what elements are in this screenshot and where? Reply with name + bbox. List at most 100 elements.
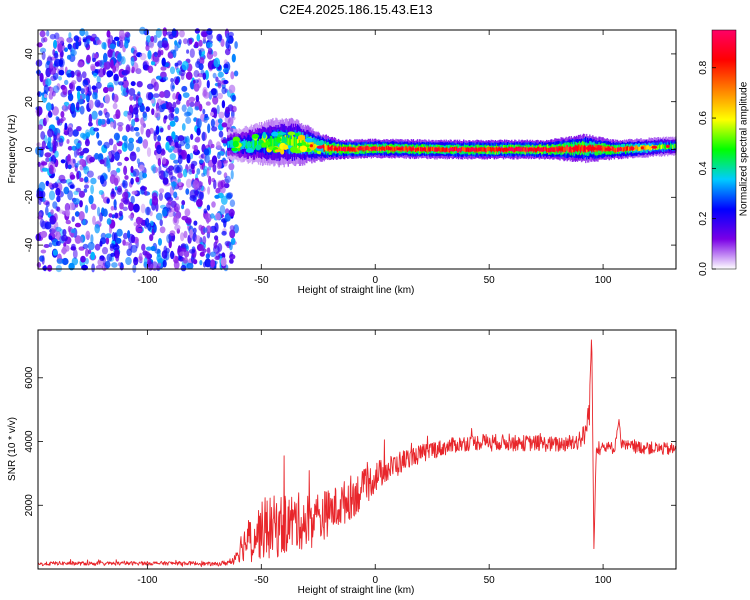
spectrogram-cell [361, 145, 363, 151]
spectrogram-cell [434, 147, 436, 152]
spectrogram-cell [123, 232, 128, 240]
spectrogram-cell [161, 250, 168, 259]
spectrogram-cell [123, 199, 130, 205]
spectrogram-cell [601, 147, 603, 153]
spectrogram-cell [345, 146, 347, 151]
spectrogram-cell [217, 79, 222, 89]
spectrogram-cell [468, 148, 470, 153]
spectrogram-cell [84, 138, 90, 147]
spectrogram-cell [447, 148, 449, 153]
spectrogram-cell [215, 76, 219, 83]
spectrogram-cell [288, 137, 290, 149]
spectrogram-cell [167, 124, 171, 131]
spectrogram-cell [649, 146, 651, 151]
spectrogram-cell [45, 102, 52, 112]
spectrogram-cell [200, 30, 208, 38]
spectrogram-cell [45, 201, 50, 208]
spectrogram-cell [140, 185, 146, 195]
spectrogram-cell [108, 138, 114, 146]
spectrogram-cell [91, 110, 98, 120]
spectrogram-cell [559, 147, 563, 151]
spectrogram-cell [625, 145, 627, 151]
spectrogram-cell [215, 187, 221, 194]
spectrogram-cell [595, 144, 597, 151]
spectrogram-cell [133, 256, 139, 266]
spectrogram-cell [216, 141, 221, 149]
spectrogram-cell [199, 57, 205, 65]
spectrogram-cell [67, 127, 74, 137]
spectrogram-cell [181, 104, 187, 112]
spectrogram-cell [251, 133, 259, 139]
spectrogram-cell [291, 134, 294, 146]
spectrogram-cell [118, 210, 123, 217]
spectrogram-cell [173, 164, 180, 174]
spectrogram-cell [44, 221, 52, 230]
spectrogram-cell [136, 146, 141, 153]
spectrogram-cell [106, 118, 110, 125]
snr-x-tick-label: 100 [595, 575, 612, 586]
spectrogram-cell [102, 208, 108, 217]
spectrogram-cell [122, 191, 129, 199]
spectrogram-cell [271, 136, 273, 147]
spectrogram-cell [81, 71, 87, 79]
spectrogram-cell [41, 167, 49, 172]
spectrogram-cell [76, 126, 82, 132]
spectrogram-cell [131, 119, 136, 127]
spectrogram-cell [106, 30, 111, 38]
spectrogram-cell [145, 106, 150, 112]
spectrogram-cell [109, 174, 116, 185]
spectrogram-cell [92, 57, 97, 63]
spectrogram-cell [165, 102, 173, 110]
spectrogram-cell [170, 82, 175, 92]
colorbar-frame [711, 29, 737, 270]
spectrogram-cell [158, 192, 163, 201]
spectrogram-cell [136, 81, 143, 88]
spectrogram-cell [344, 147, 346, 152]
spectrogram-cell [228, 37, 234, 45]
spectrogram-cell [114, 212, 119, 219]
spectrogram-cell [230, 169, 234, 180]
spectrogram-cell [213, 241, 218, 249]
spectrogram-cell [199, 190, 204, 201]
spectrogram-x-label: Height of straight line (km) [298, 285, 415, 296]
spectrogram-cell [281, 136, 288, 144]
spectrogram-cell [224, 175, 231, 184]
spectrogram-cell [44, 93, 48, 99]
spectrogram-cell [214, 194, 220, 199]
spectrogram-cell [244, 140, 246, 149]
spectrogram-cell [290, 146, 298, 153]
spectrogram-cell [124, 175, 129, 180]
spectrogram-cell [166, 31, 173, 36]
spectrogram-cell [222, 67, 229, 74]
spectrogram-cell [204, 113, 209, 119]
spectrogram-cell [203, 91, 210, 99]
spectrogram-cell [139, 52, 147, 61]
spectrogram-cell [86, 170, 94, 178]
spectrogram-cell [229, 242, 233, 251]
spectrogram-cell [293, 137, 296, 148]
spectrogram-cell [174, 141, 179, 148]
spectrogram-cell [129, 95, 134, 101]
spectrogram-cell [185, 116, 192, 124]
spectrogram-cell [209, 111, 214, 117]
spectrogram-cell [62, 229, 67, 236]
spectrogram-cell [89, 156, 95, 163]
spectrogram-cell [548, 148, 550, 153]
spectrogram-cell [231, 147, 238, 152]
spectrogram-cell [563, 147, 565, 153]
spectrogram-cell [70, 228, 76, 234]
spectrogram-cell [142, 139, 149, 149]
spectrogram-cell [169, 153, 176, 161]
spectrogram-panel: -100 -50 0 50 100 -40 -20 0 20 40 Height of stra… [7, 26, 677, 296]
spectrogram-y-label: Frequency (Hz) [7, 115, 18, 184]
spectrogram-cell [444, 148, 446, 153]
spectrogram-cell [110, 193, 115, 200]
spectrogram-cell [466, 147, 468, 153]
spectrogram-cell [638, 146, 640, 151]
spectrogram-cell [224, 48, 231, 56]
spectrogram-cell [57, 43, 63, 53]
spectrogram-cell [323, 145, 325, 152]
spectrogram-cell [287, 131, 296, 136]
spectrogram-cell [206, 167, 210, 178]
spectrogram-cell [457, 147, 462, 152]
